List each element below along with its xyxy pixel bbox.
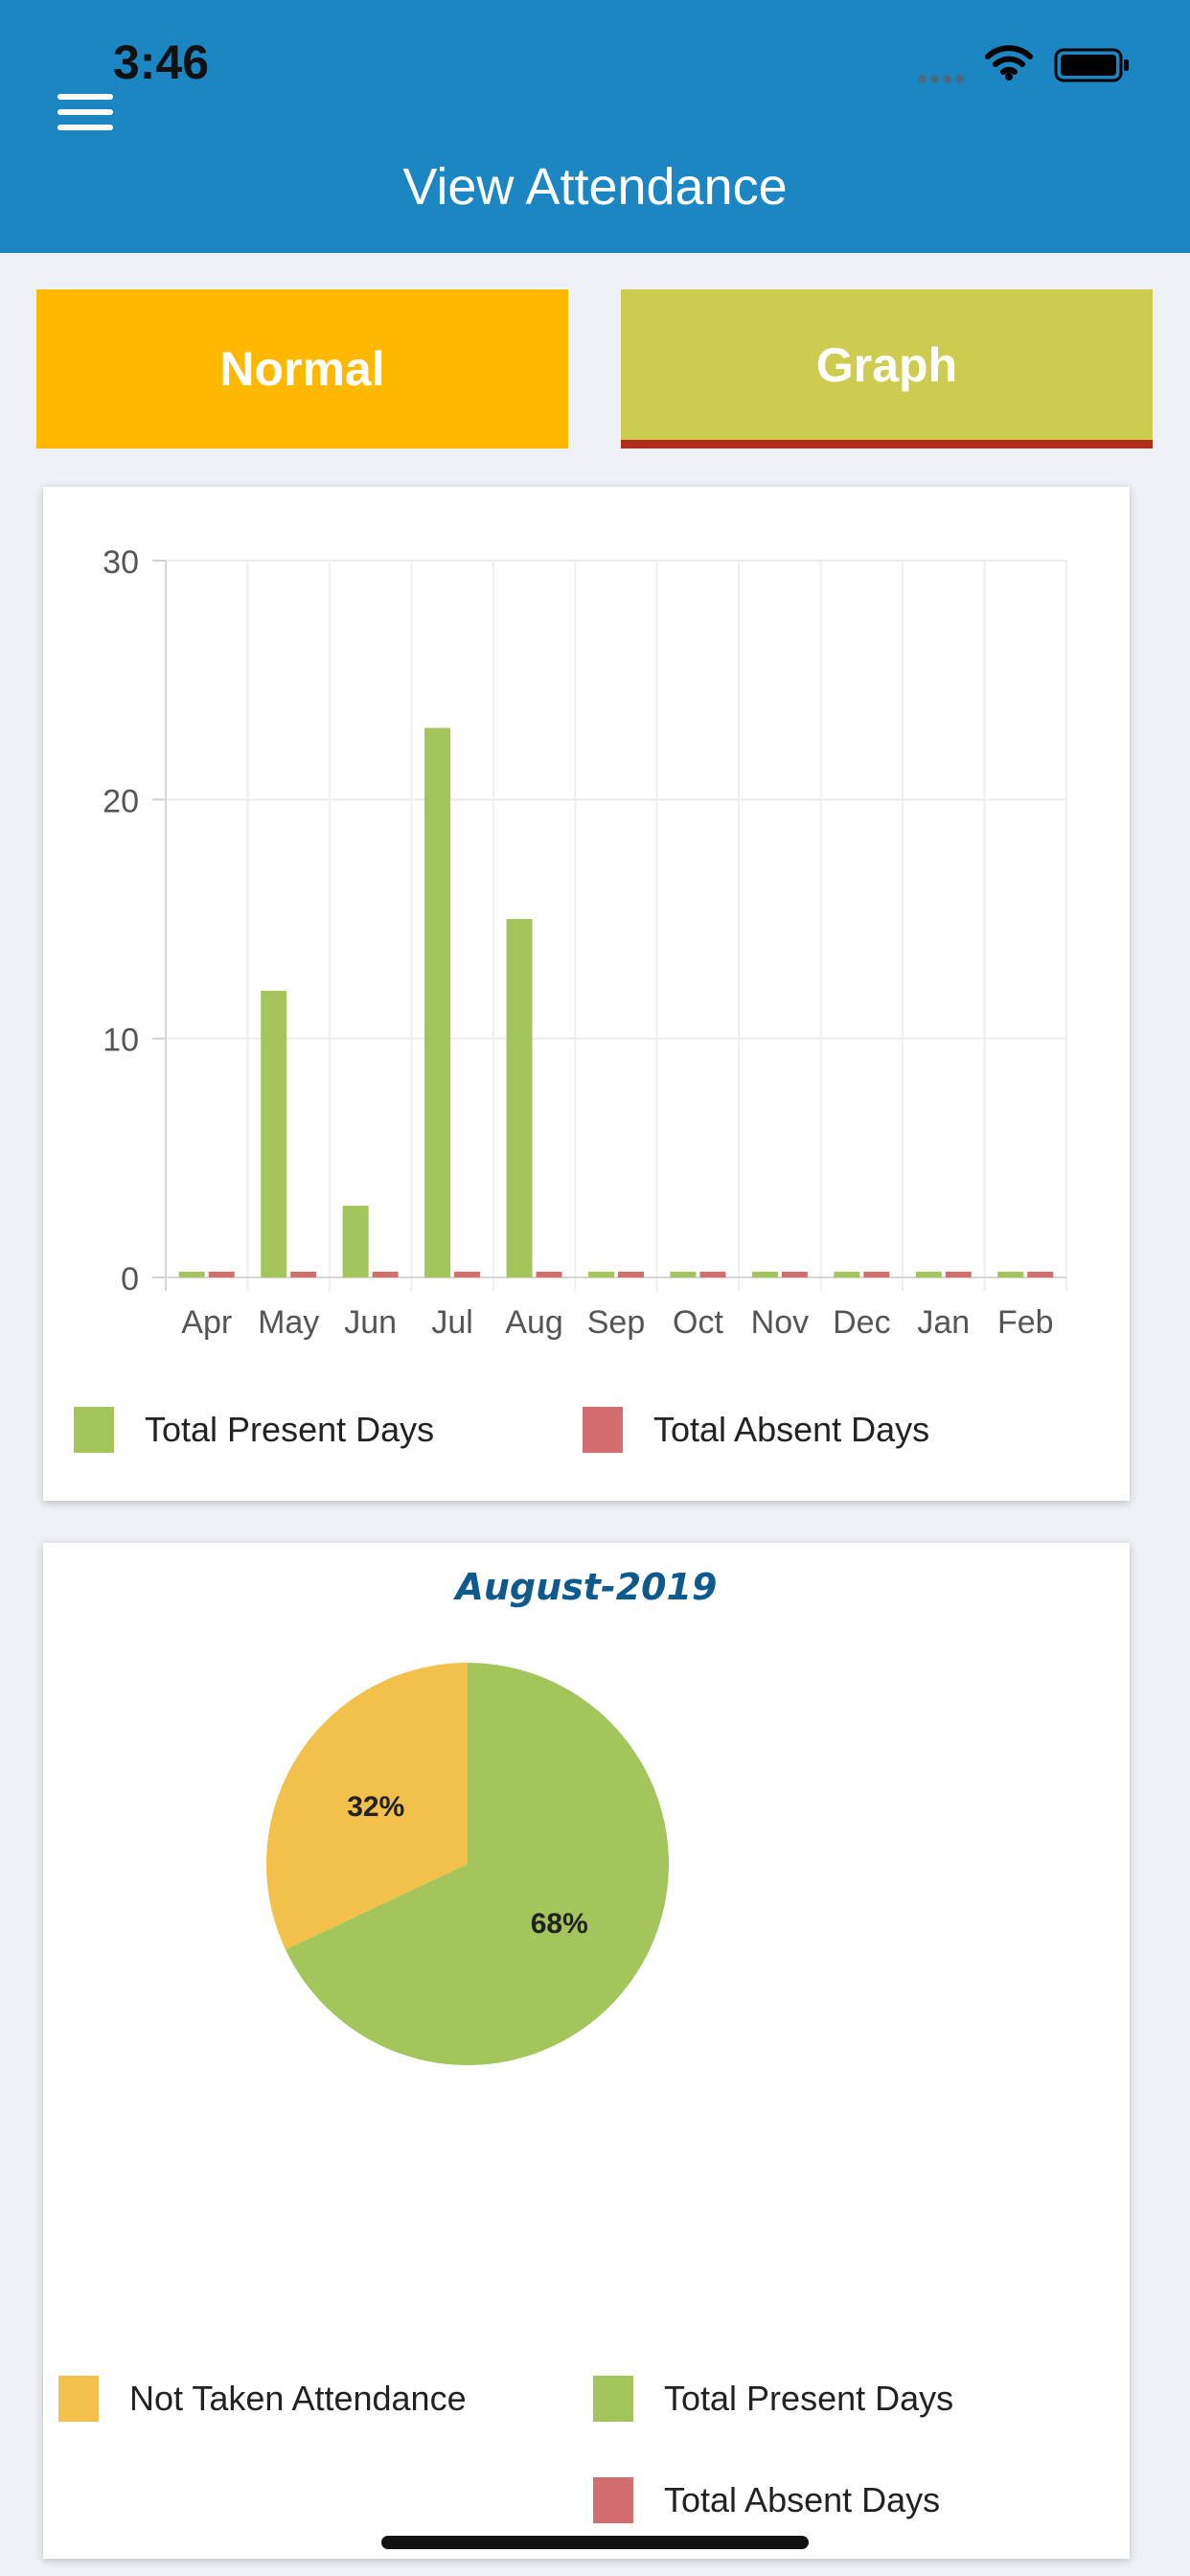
x-tick-label: May [258, 1304, 319, 1341]
bar-absent-jun [372, 1272, 399, 1277]
bar-absent-may [290, 1272, 317, 1277]
pie-label-not-taken-attendance: 32% [347, 1791, 404, 1823]
bar-absent-oct [699, 1272, 726, 1277]
bar-present-feb [997, 1272, 1024, 1277]
pie-title: August-2019 [455, 1566, 718, 1608]
cellular-signal-icon [918, 71, 968, 88]
pie-slice-total-present-days [285, 1663, 669, 2065]
x-tick-label: Oct [673, 1304, 723, 1341]
bar-present-apr [178, 1272, 205, 1277]
bar-absent-sep [618, 1272, 644, 1277]
battery-icon [1054, 48, 1129, 82]
x-tick-label: Aug [505, 1304, 563, 1341]
x-tick-label: Nov [751, 1304, 809, 1341]
bar-absent-jul [454, 1272, 481, 1277]
bar-present-dec [834, 1272, 860, 1277]
bar-present-jul [424, 727, 451, 1277]
y-tick-label: 20 [103, 783, 139, 819]
bar-present-jun [342, 1206, 369, 1277]
attendance-pie-chart: 68% 32% [265, 1663, 669, 2065]
bar-absent-dec [863, 1272, 890, 1277]
pie-slice-not-taken-attendance [265, 1663, 468, 1950]
legend-swatch-present [74, 1407, 114, 1453]
x-tick-label: Jul [431, 1304, 472, 1341]
tab-graph[interactable]: Graph [621, 289, 1153, 448]
x-tick-label: Sep [587, 1304, 646, 1341]
x-tick-label: Feb [997, 1304, 1054, 1341]
bar-absent-feb [1027, 1272, 1054, 1277]
y-tick-label: 0 [121, 1261, 139, 1298]
bar-present-nov [751, 1272, 778, 1277]
bar-present-aug [506, 919, 533, 1277]
legend-swatch-not-taken [58, 2376, 99, 2422]
home-indicator [381, 2536, 809, 2549]
attendance-bar-chart: 0 10 20 30 Apr May Jun Jul Aug Sep Oct Nov Dec Jan Feb [103, 544, 1067, 1341]
page-title: View Attendance [402, 158, 788, 216]
app-header: 3:46 View Attendance [0, 0, 1190, 253]
x-tick-label: Jun [344, 1304, 397, 1341]
bar-absent-jan [945, 1272, 972, 1277]
bar-absent-apr [208, 1272, 235, 1277]
bar-absent-aug [536, 1272, 562, 1277]
hamburger-menu-icon[interactable] [57, 94, 113, 142]
y-tick-label: 10 [103, 1023, 139, 1059]
legend-label-absent: Total Absent Days [653, 1410, 930, 1449]
bar-present-oct [670, 1272, 697, 1277]
tab-normal[interactable]: Normal [36, 289, 568, 448]
legend-label-present: Total Present Days [145, 1410, 435, 1449]
bar-present-sep [588, 1272, 614, 1277]
pie-legend-absent: Total Absent Days [593, 2477, 940, 2523]
wifi-icon [985, 45, 1033, 80]
legend-absent: Total Absent Days [583, 1407, 929, 1453]
pie-legend-not-taken: Not Taken Attendance [58, 2376, 467, 2422]
x-tick-label: Apr [181, 1304, 232, 1341]
x-tick-label: Jan [917, 1304, 970, 1341]
bar-chart-card: 0 10 20 30 Apr May Jun Jul Aug Sep Oct Nov Dec Jan Feb… [43, 487, 1130, 1501]
bar-present-jan [915, 1272, 942, 1277]
legend-swatch-absent [583, 1407, 623, 1453]
legend-label-not-taken: Not Taken Attendance [129, 2379, 467, 2418]
status-time: 3:46 [113, 35, 210, 89]
bar-present-may [261, 990, 287, 1277]
legend-label-pie-absent: Total Absent Days [664, 2480, 941, 2519]
bar-absent-nov [781, 1272, 808, 1277]
pie-label-total-present-days: 68% [531, 1908, 588, 1940]
y-tick-label: 30 [103, 544, 139, 581]
legend-swatch-pie-present [593, 2376, 633, 2422]
pie-legend-present: Total Present Days [593, 2376, 953, 2422]
legend-label-pie-present: Total Present Days [664, 2379, 954, 2418]
x-tick-label: Dec [833, 1304, 890, 1341]
legend-present: Total Present Days [74, 1407, 434, 1453]
legend-swatch-pie-absent [593, 2477, 633, 2523]
pie-chart-card: August-2019 68% 32% Not Taken Attendance … [43, 1543, 1130, 2559]
